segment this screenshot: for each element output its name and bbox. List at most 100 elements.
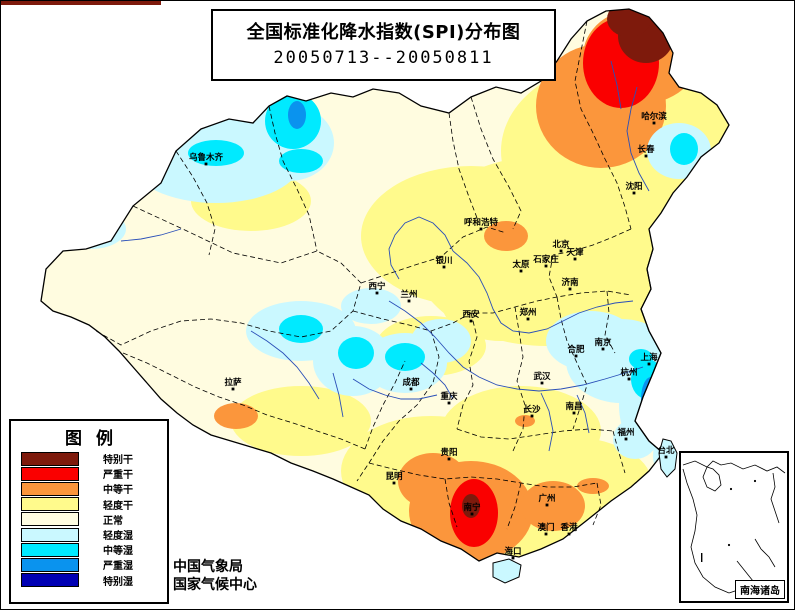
city-dot bbox=[469, 319, 473, 323]
city-name-label: 长春 bbox=[637, 144, 655, 155]
city-name-label: 海口 bbox=[504, 546, 521, 557]
legend-label: 正常 bbox=[103, 515, 123, 527]
inset-map-svg bbox=[682, 460, 786, 594]
city-marker: 长春 bbox=[637, 144, 655, 158]
city-name-label: 呼和浩特 bbox=[464, 217, 499, 228]
legend-row: 严重湿 bbox=[21, 557, 167, 572]
legend-row: 严重干 bbox=[21, 466, 167, 481]
city-dot bbox=[447, 401, 451, 405]
city-marker: 昆明 bbox=[385, 471, 403, 485]
city-name-label: 南京 bbox=[594, 337, 612, 348]
legend-row: 中等湿 bbox=[21, 542, 167, 557]
city-marker: 重庆 bbox=[440, 391, 458, 405]
legend-label: 特别干 bbox=[103, 455, 133, 467]
city-marker: 武汉 bbox=[533, 371, 551, 385]
legend-label: 轻度干 bbox=[103, 500, 133, 512]
city-dot bbox=[559, 249, 563, 253]
city-dot bbox=[442, 265, 446, 269]
city-name-label: 广州 bbox=[538, 493, 555, 504]
city-marker: 南昌 bbox=[565, 401, 583, 415]
legend-swatch bbox=[21, 466, 79, 481]
city-dot bbox=[647, 362, 651, 366]
city-marker: 香港 bbox=[559, 522, 578, 536]
city-dot bbox=[544, 264, 548, 268]
city-dot bbox=[568, 287, 572, 291]
city-name-label: 杭州 bbox=[620, 367, 637, 378]
city-dot bbox=[632, 191, 636, 195]
city-dot bbox=[409, 387, 413, 391]
rivers bbox=[120, 60, 650, 452]
legend-swatch bbox=[21, 573, 79, 588]
legend-row: 轻度干 bbox=[21, 497, 167, 512]
taiwan-island bbox=[658, 438, 678, 478]
city-marker: 西宁 bbox=[368, 281, 386, 295]
city-name-label: 武汉 bbox=[533, 371, 551, 382]
city-name-label: 南昌 bbox=[565, 401, 582, 412]
legend-row: 中等干 bbox=[21, 481, 167, 496]
city-dot bbox=[574, 354, 578, 358]
city-marker: 哈尔滨 bbox=[641, 111, 667, 125]
legend-box: 图例 特别干 严重干 中等干 轻度干 正常 轻度湿 中等湿 严重湿 特别湿 bbox=[9, 419, 169, 604]
city-dot bbox=[407, 299, 411, 303]
city-marker: 天津 bbox=[566, 247, 584, 261]
city-marker: 福州 bbox=[616, 427, 635, 441]
city-dot bbox=[540, 381, 544, 385]
city-marker: 贵阳 bbox=[440, 447, 458, 461]
legend-swatch bbox=[21, 527, 79, 542]
city-marker: 太原 bbox=[511, 259, 530, 273]
city-marker: 台北 bbox=[657, 445, 675, 459]
city-marker: 西安 bbox=[462, 309, 480, 323]
city-dot bbox=[601, 347, 605, 351]
legend-row: 特别湿 bbox=[21, 573, 167, 588]
city-name-label: 重庆 bbox=[440, 391, 458, 402]
city-marker: 郑州 bbox=[519, 307, 537, 321]
top-color-strip bbox=[1, 1, 161, 5]
city-dot bbox=[545, 503, 549, 507]
legend-label: 严重干 bbox=[103, 470, 133, 482]
city-dot bbox=[544, 532, 548, 536]
city-dot bbox=[627, 377, 631, 381]
city-name-label: 澳门 bbox=[537, 522, 554, 533]
city-dot bbox=[375, 291, 379, 295]
city-name-label: 长沙 bbox=[523, 404, 541, 415]
city-marker: 长沙 bbox=[523, 404, 541, 418]
city-name-label: 拉萨 bbox=[224, 377, 242, 388]
city-marker: 海口 bbox=[504, 546, 522, 560]
city-marker: 拉萨 bbox=[224, 377, 242, 391]
credit-line-1: 中国气象局 bbox=[173, 559, 243, 575]
city-dot bbox=[652, 121, 656, 125]
city-marker: 乌鲁木齐 bbox=[189, 152, 223, 166]
city-name-label: 西宁 bbox=[368, 281, 386, 292]
city-dot bbox=[479, 227, 483, 231]
city-dot bbox=[644, 154, 648, 158]
city-name-label: 天津 bbox=[566, 247, 584, 258]
legend-rows: 特别干严重干中等干轻度干正常 轻度湿中等湿严重湿 特别湿 bbox=[11, 451, 167, 588]
city-name-label: 济南 bbox=[561, 277, 579, 288]
hainan-island bbox=[492, 558, 522, 584]
city-marker: 呼和浩特 bbox=[464, 217, 499, 231]
south-china-sea-inset: 南海诸岛 bbox=[679, 451, 789, 603]
inset-label: 南海诸岛 bbox=[735, 580, 785, 599]
city-dot bbox=[572, 411, 576, 415]
city-dot bbox=[519, 269, 523, 273]
legend-label: 严重湿 bbox=[103, 561, 133, 573]
legend-label: 中等干 bbox=[103, 485, 133, 497]
city-name-label: 兰州 bbox=[400, 289, 417, 300]
legend-row: 轻度湿 bbox=[21, 527, 167, 542]
city-name-label: 银川 bbox=[434, 255, 452, 266]
legend-label: 中等湿 bbox=[103, 546, 133, 558]
city-dot bbox=[470, 512, 474, 516]
city-dot bbox=[567, 532, 571, 536]
city-marker: 石家庄 bbox=[532, 254, 559, 268]
legend-swatch bbox=[21, 481, 79, 496]
city-name-label: 西安 bbox=[462, 309, 480, 320]
city-marker: 兰州 bbox=[400, 289, 418, 303]
city-name-label: 太原 bbox=[511, 259, 530, 270]
city-name-label: 南宁 bbox=[463, 502, 481, 513]
map-title-box: 全国标准化降水指数(SPI)分布图 20050713--20050811 bbox=[211, 9, 556, 81]
city-dot bbox=[664, 455, 668, 459]
city-dot bbox=[204, 162, 208, 166]
city-marker: 广州 bbox=[538, 493, 556, 507]
city-dot bbox=[530, 414, 534, 418]
